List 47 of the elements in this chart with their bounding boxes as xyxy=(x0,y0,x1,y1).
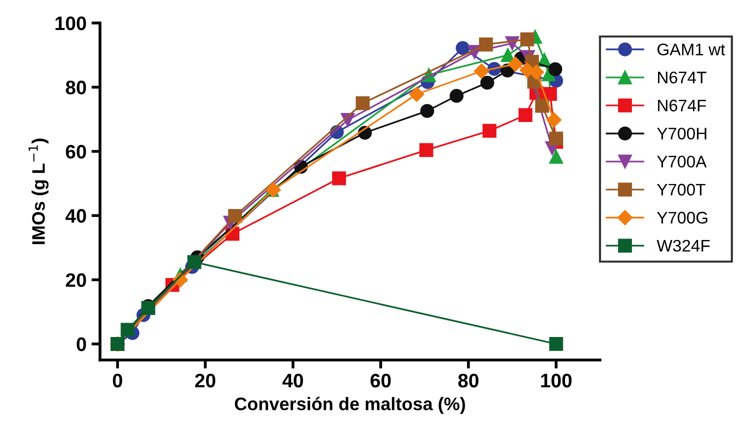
y-tick-label: 80 xyxy=(66,80,86,94)
point xyxy=(356,96,370,110)
point xyxy=(187,255,202,270)
x-tick-label: 60 xyxy=(370,374,391,388)
legend-label: N674F xyxy=(658,100,706,112)
point xyxy=(528,64,544,80)
point xyxy=(120,322,135,337)
x-tick-label: 0 xyxy=(112,374,122,388)
point xyxy=(549,132,564,146)
point xyxy=(549,337,564,351)
legend-label: Y700T xyxy=(657,184,706,196)
point xyxy=(548,62,562,76)
point xyxy=(500,48,515,62)
point xyxy=(480,76,494,90)
point xyxy=(332,171,346,186)
x-axis-title: Conversión de maltosa (%) xyxy=(234,396,465,414)
legend-label: Y700G xyxy=(657,212,708,224)
point xyxy=(420,104,434,118)
legend-label: Y700H xyxy=(657,128,706,140)
x-tick-label: 80 xyxy=(458,374,478,388)
point xyxy=(520,32,534,46)
point xyxy=(549,150,564,164)
y-axis-title: IMOs (g L$^{−1}$) xyxy=(28,138,49,244)
point xyxy=(518,108,532,122)
legend-label: N674T xyxy=(658,72,706,84)
y-tick-label: 0 xyxy=(76,337,86,352)
legend-label: Y700A xyxy=(657,156,707,168)
x-tick-label: 20 xyxy=(195,374,216,388)
point xyxy=(228,208,242,223)
y-tick-label: 60 xyxy=(66,144,86,159)
point xyxy=(450,88,464,103)
x-tick-label: 100 xyxy=(541,374,572,388)
y-tick-label: 40 xyxy=(65,209,86,223)
legend-label: W324F xyxy=(656,240,710,252)
y-tick-label: 100 xyxy=(56,16,86,30)
x-tick-label: 40 xyxy=(282,374,303,388)
point xyxy=(546,112,562,128)
legend-label: GAM1 wt xyxy=(658,44,726,56)
point xyxy=(456,41,470,55)
point xyxy=(535,98,550,113)
point xyxy=(474,64,490,79)
point xyxy=(479,38,493,52)
point xyxy=(409,86,424,102)
point xyxy=(419,143,434,158)
point xyxy=(508,56,523,72)
point xyxy=(482,124,496,138)
y-tick-label: 20 xyxy=(66,273,86,287)
